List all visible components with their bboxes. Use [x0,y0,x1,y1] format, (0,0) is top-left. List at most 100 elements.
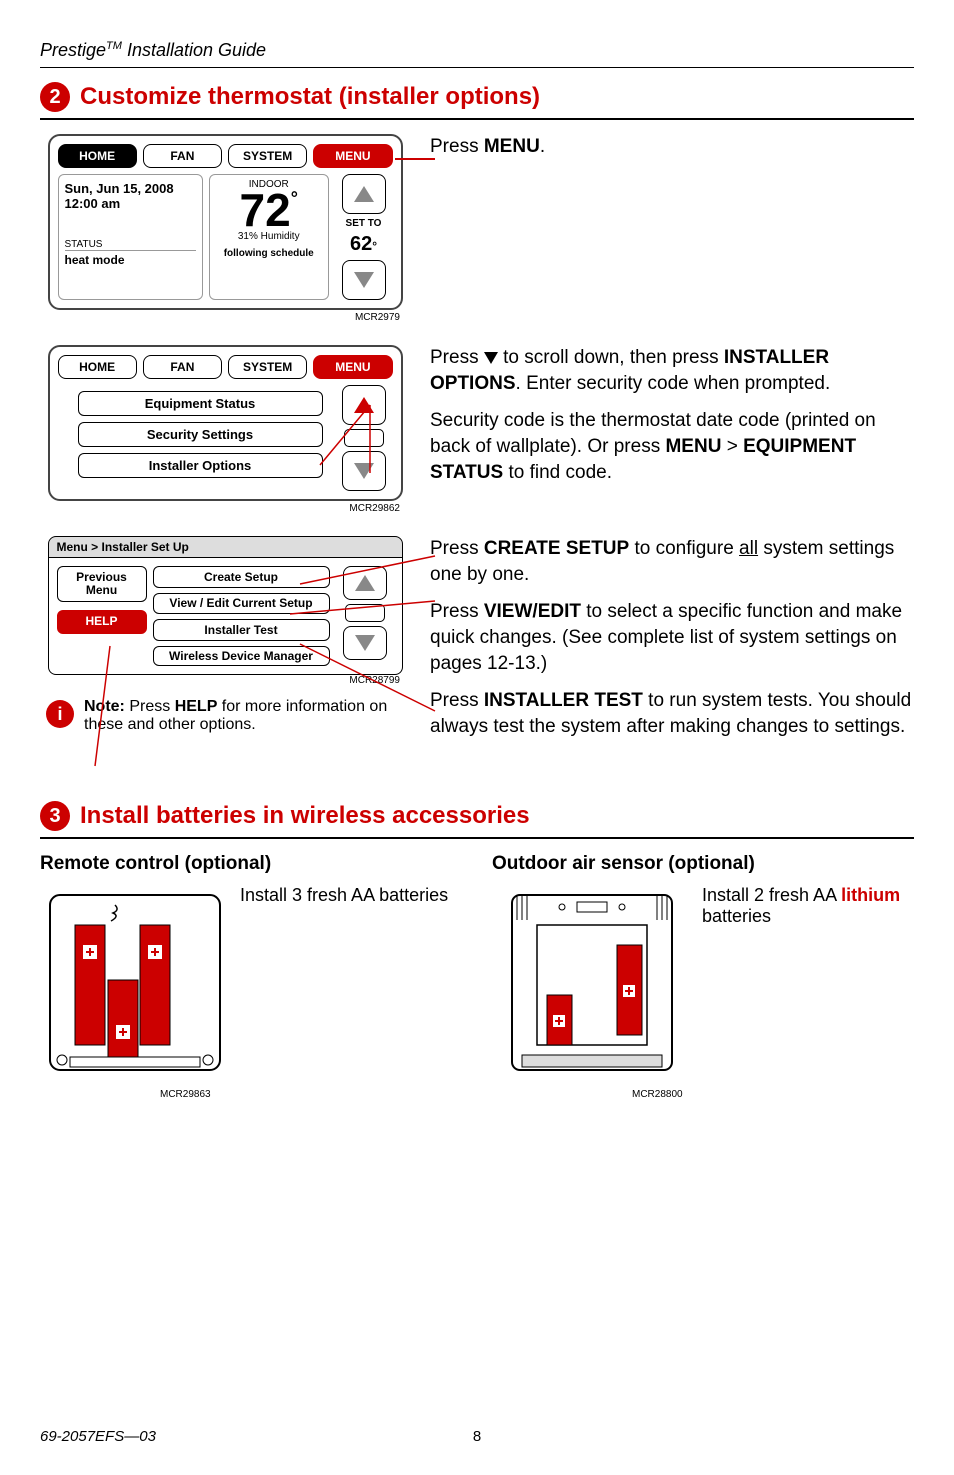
scrollbar-thumb[interactable] [344,429,384,447]
thermostat-screen-1: HOME FAN SYSTEM MENU Sun, Jun 15, 2008 1… [48,134,403,310]
tab-fan[interactable]: FAN [143,144,222,168]
screen2-col: HOME FAN SYSTEM MENU Equipment Status Se… [40,345,410,522]
screen3-scroll [336,566,394,666]
doc-number: 69-2057EFS—03 [40,1428,156,1445]
triangle-down-icon [355,635,375,651]
instruction-1: Press MENU. [430,134,914,160]
step-2-badge: 2 [40,82,70,112]
triangle-up-icon [355,575,375,591]
screen3-options: Create Setup View / Edit Current Setup I… [153,566,330,666]
screen3-left-buttons: Previous Menu HELP [57,566,147,666]
menu-security-settings[interactable]: Security Settings [78,422,323,447]
screen2-body: Equipment Status Security Settings Insta… [58,385,393,491]
row-1: HOME FAN SYSTEM MENU Sun, Jun 15, 2008 1… [40,134,914,331]
sensor-instruction: Install 2 fresh AA lithium batteries [702,885,914,927]
screen1-col: HOME FAN SYSTEM MENU Sun, Jun 15, 2008 1… [40,134,410,331]
header-rule [40,67,914,68]
option-wireless-device[interactable]: Wireless Device Manager [153,646,330,667]
set-to-label: SET TO [346,218,382,229]
instruction-3c: Press INSTALLER TEST to run system tests… [430,688,914,739]
scroll-up-button[interactable] [342,385,386,425]
tab-home[interactable]: HOME [58,144,137,168]
temp-down-button[interactable] [342,260,386,300]
sensor-illustration [492,885,692,1085]
instruction-3a: Press CREATE SETUP to configure all syst… [430,536,914,587]
menu-installer-options[interactable]: Installer Options [78,453,323,478]
screen1-right: SET TO 62° [335,174,393,300]
thermostat-screen-3: Menu > Installer Set Up Previous Menu HE… [48,536,403,675]
right-1: Press MENU. [430,134,914,172]
triangle-up-icon [354,186,374,202]
section-3-rule [40,837,914,839]
scroll-down-button[interactable] [342,451,386,491]
mcr-3: MCR28799 [40,675,400,686]
sensor-col: Outdoor air sensor (optional) [492,853,914,1100]
row-3: Menu > Installer Set Up Previous Menu HE… [40,536,914,751]
remote-mcr: MCR29863 [160,1089,462,1100]
sensor-heading: Outdoor air sensor (optional) [492,853,914,875]
tab-system[interactable]: SYSTEM [228,144,307,168]
breadcrumb: Menu > Installer Set Up [48,536,403,558]
remote-instruction: Install 3 fresh AA batteries [240,885,448,906]
tab-menu-2[interactable]: MENU [313,355,392,379]
right-3: Press CREATE SETUP to configure all syst… [430,536,914,751]
scrollbar-thumb-3[interactable] [345,604,385,622]
indoor-temp: 72° [214,190,324,231]
screen2-menu-list: Equipment Status Security Settings Insta… [58,385,329,491]
page-header: PrestigeTM Installation Guide [40,40,914,61]
set-temp: 62° [350,233,377,256]
mcr-1: MCR2979 [40,312,400,323]
guide-label: Installation Guide [127,40,266,60]
step-3-badge: 3 [40,801,70,831]
tab-menu[interactable]: MENU [313,144,392,168]
instruction-3b: Press VIEW/EDIT to select a specific fun… [430,599,914,676]
sensor-device: Install 2 fresh AA lithium batteries [492,885,914,1085]
scroll-down-button-3[interactable] [343,626,387,660]
status-label: STATUS [65,239,196,250]
option-view-edit[interactable]: View / Edit Current Setup [153,593,330,614]
section-3-title: Install batteries in wireless accessorie… [80,802,530,830]
instruction-2a: Press to scroll down, then press INSTALL… [430,345,914,396]
triangle-down-icon [354,463,374,479]
menu-equipment-status[interactable]: Equipment Status [78,391,323,416]
temp-up-button[interactable] [342,174,386,214]
screen3-col: Menu > Installer Set Up Previous Menu HE… [40,536,410,734]
section-2-rule [40,118,914,120]
time-line: 12:00 am [65,196,196,211]
humidity: 31% Humidity [214,231,324,242]
page-footer: 69-2057EFS—03 8 [40,1428,914,1445]
product-name: Prestige [40,40,106,60]
page-number: 8 [473,1428,481,1445]
section-3-header: 3 Install batteries in wireless accessor… [40,801,914,831]
tab-home-2[interactable]: HOME [58,355,137,379]
section-2-title: Customize thermostat (installer options) [80,83,540,111]
remote-illustration [40,885,230,1085]
tab-system-2[interactable]: SYSTEM [228,355,307,379]
section-2-header: 2 Customize thermostat (installer option… [40,82,914,112]
scroll-up-button-3[interactable] [343,566,387,600]
section-3-content: Remote control (optional) [40,853,914,1100]
screen1-mid: INDOOR 72° 31% Humidity following schedu… [209,174,329,300]
instruction-2b: Security code is the thermostat date cod… [430,408,914,485]
screen1-body: Sun, Jun 15, 2008 12:00 am STATUS heat m… [58,174,393,300]
help-button[interactable]: HELP [57,610,147,633]
previous-menu-button[interactable]: Previous Menu [57,566,147,602]
option-installer-test[interactable]: Installer Test [153,619,330,641]
tab-fan-2[interactable]: FAN [143,355,222,379]
thermostat-screen-2: HOME FAN SYSTEM MENU Equipment Status Se… [48,345,403,501]
mcr-2: MCR29862 [40,503,400,514]
note-text: Note: Press HELP for more information on… [84,698,410,734]
remote-device: Install 3 fresh AA batteries [40,885,462,1085]
mode-line: heat mode [65,250,196,267]
option-create-setup[interactable]: Create Setup [153,566,330,588]
info-icon: i [46,700,74,728]
date-line: Sun, Jun 15, 2008 [65,181,196,196]
down-arrow-icon [484,352,498,364]
screen3-body: Previous Menu HELP Create Setup View / E… [48,558,403,675]
sensor-mcr: MCR28800 [632,1089,914,1100]
remote-col: Remote control (optional) [40,853,462,1100]
trademark: TM [106,40,122,52]
triangle-up-icon [354,397,374,413]
screen1-tabs: HOME FAN SYSTEM MENU [58,144,393,168]
following-schedule: following schedule [214,248,324,259]
